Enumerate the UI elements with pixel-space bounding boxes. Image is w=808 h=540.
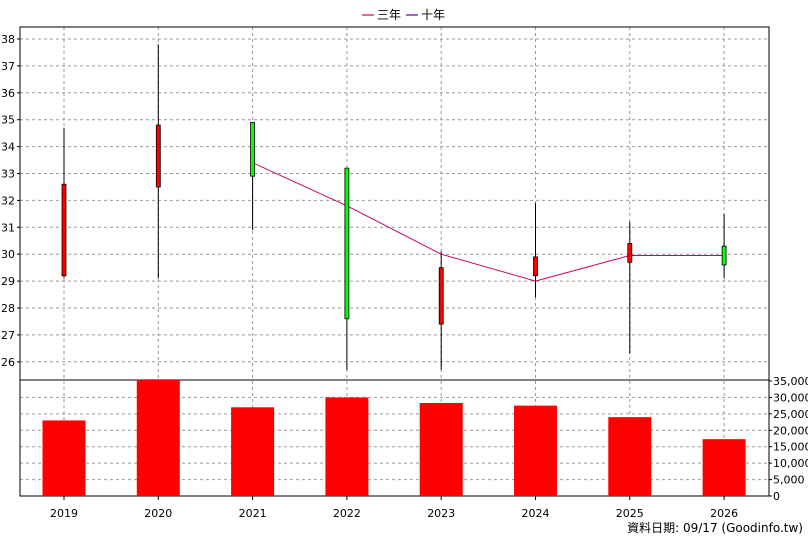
price-tick-label-28: 28: [1, 302, 15, 315]
volume-axis: 0 5,000 10,000 15,000 20,000 25,000 30,000 35,0…: [769, 375, 808, 503]
candle-body-2022: [344, 167, 350, 320]
candle-body-2026: [721, 245, 727, 266]
volume-bar-2021: [231, 407, 275, 496]
volume-bar-2022: [325, 397, 369, 496]
volume-tick-label-35000: 35,000: [773, 375, 808, 388]
volume-bar-2023: [419, 403, 463, 496]
x-tick-label-2021: 2021: [239, 507, 267, 520]
price-tick-label-37: 37: [1, 60, 15, 73]
x-axis: 2019 2020 2021 2022 2023 2024 2025 2026: [50, 496, 738, 520]
candle-body-2020: [155, 124, 161, 188]
legend-label-three-year: 三年: [377, 8, 401, 22]
x-tick-label-2020: 2020: [144, 507, 172, 520]
volume-tick-label-0: 0: [773, 490, 780, 503]
x-tick-label-2026: 2026: [710, 507, 738, 520]
x-tick-label-2019: 2019: [50, 507, 78, 520]
plot-frame: [19, 26, 770, 497]
candle-body-2025: [627, 243, 633, 263]
price-tick-label-29: 29: [1, 275, 15, 288]
data-date-footer: 資料日期: 09/17 (Goodinfo.tw): [627, 521, 803, 535]
candle-body-2024: [533, 256, 538, 277]
x-tick-label-2023: 2023: [427, 507, 455, 520]
legend-label-ten-year: 十年: [421, 8, 445, 22]
price-tick-label-38: 38: [1, 33, 15, 46]
price-tick-label-36: 36: [1, 87, 15, 100]
volume-tick-label-25000: 25,000: [773, 408, 808, 421]
price-tick-label-30: 30: [1, 248, 15, 261]
price-tick-label-35: 35: [1, 114, 15, 127]
volume-bar-2024: [514, 405, 557, 496]
price-axis: 26 27 28 29 30 31 32 33 34 35 36 37 38: [1, 33, 20, 369]
volume-bar-2019: [42, 420, 86, 496]
volume-bar-2025: [608, 417, 652, 496]
volume-tick-label-20000: 20,000: [773, 424, 808, 437]
volume-bars: [42, 380, 746, 496]
volume-bar-2020: [136, 380, 180, 496]
x-tick-label-2025: 2025: [616, 507, 644, 520]
volume-tick-label-30000: 30,000: [773, 391, 808, 404]
gridlines: [20, 27, 769, 496]
volume-tick-label-15000: 15,000: [773, 441, 808, 454]
candle-body-2019: [61, 183, 67, 277]
price-tick-label-31: 31: [1, 221, 15, 234]
price-tick-label-26: 26: [1, 356, 15, 369]
candles: [61, 44, 727, 370]
volume-tick-label-5000: 5,000: [773, 474, 805, 487]
price-tick-label-34: 34: [1, 141, 15, 154]
volume-tick-label-10000: 10,000: [773, 457, 808, 470]
x-tick-label-2024: 2024: [522, 507, 550, 520]
candle-body-2021: [250, 121, 256, 177]
price-tick-label-33: 33: [1, 168, 15, 181]
three-year-moving-average-line: [252, 162, 725, 282]
candle-body-2023: [438, 267, 444, 325]
price-tick-label-27: 27: [1, 329, 15, 342]
price-tick-label-32: 32: [1, 194, 15, 207]
volume-bar-2026: [702, 439, 746, 496]
legend: 三年 十年: [362, 8, 445, 22]
x-tick-label-2022: 2022: [333, 507, 361, 520]
